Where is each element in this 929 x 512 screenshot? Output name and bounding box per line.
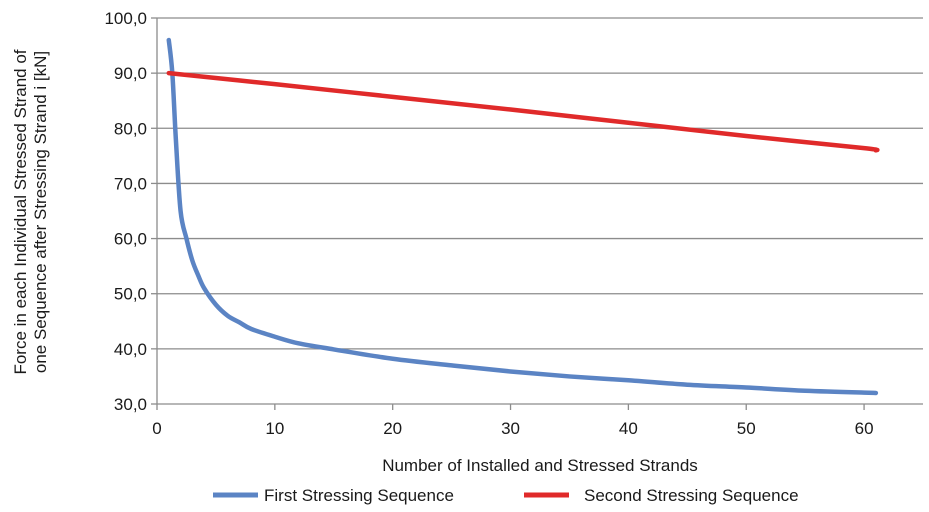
y-axis-title-line-1: Force in each Individual Stressed Strand… bbox=[11, 49, 30, 374]
y-tick-labels: 30,0 40,0 50,0 60,0 70,0 80,0 90,0 100,0 bbox=[104, 9, 147, 414]
legend-label-second: Second Stressing Sequence bbox=[584, 486, 799, 505]
legend: First Stressing Sequence Second Stressin… bbox=[213, 486, 799, 505]
y-tick-label: 30,0 bbox=[114, 395, 147, 414]
series-line-2 bbox=[166, 70, 880, 153]
axes bbox=[151, 17, 923, 410]
x-tick-label: 60 bbox=[855, 419, 874, 438]
y-axis-title: Force in each Individual Stressed Strand… bbox=[11, 49, 50, 374]
y-axis-title-line-2: one Sequence after Stressing Strand i [k… bbox=[31, 51, 50, 373]
x-tick-label: 50 bbox=[737, 419, 756, 438]
series-lines bbox=[166, 37, 880, 396]
x-tick-label: 20 bbox=[383, 419, 402, 438]
y-tick-label: 90,0 bbox=[114, 64, 147, 83]
series-line-1 bbox=[166, 37, 879, 396]
y-tick-label: 100,0 bbox=[104, 9, 147, 28]
y-tick-label: 50,0 bbox=[114, 285, 147, 304]
y-tick-label: 40,0 bbox=[114, 340, 147, 359]
y-tick-label: 70,0 bbox=[114, 174, 147, 193]
x-tick-labels: 0 10 20 30 40 50 60 bbox=[152, 419, 873, 438]
x-tick-label: 10 bbox=[265, 419, 284, 438]
gridlines bbox=[157, 17, 923, 350]
x-tick-label: 0 bbox=[152, 419, 161, 438]
x-axis-title: Number of Installed and Stressed Strands bbox=[382, 456, 698, 475]
y-tick-label: 80,0 bbox=[114, 119, 147, 138]
y-tick-label: 60,0 bbox=[114, 230, 147, 249]
legend-label-first: First Stressing Sequence bbox=[264, 486, 454, 505]
x-tick-label: 30 bbox=[501, 419, 520, 438]
x-tick-label: 40 bbox=[619, 419, 638, 438]
